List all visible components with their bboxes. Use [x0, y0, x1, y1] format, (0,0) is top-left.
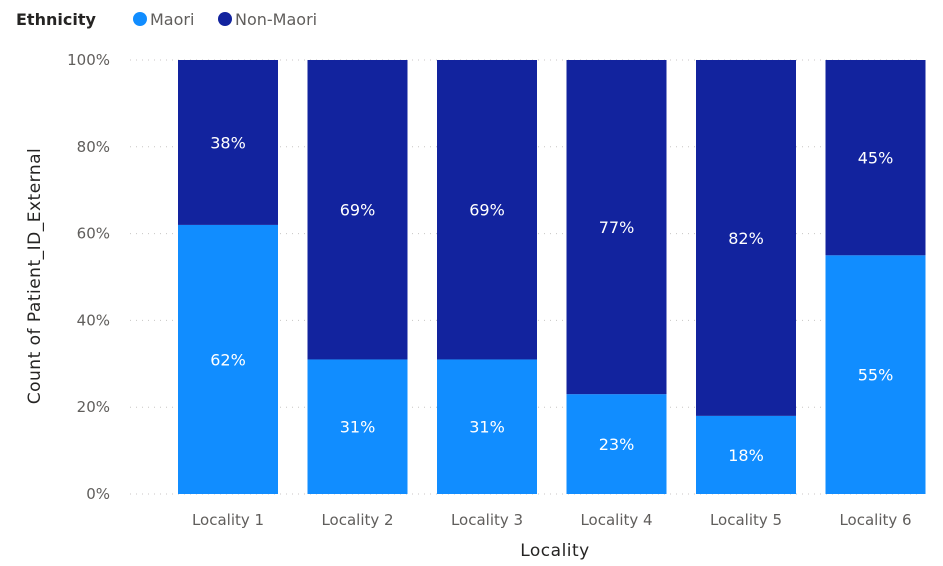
- bar-maori[interactable]: [566, 394, 667, 494]
- bar-non-maori[interactable]: [825, 60, 926, 256]
- data-label: 18%: [728, 446, 764, 465]
- bar-non-maori[interactable]: [696, 60, 796, 416]
- bar-maori[interactable]: [696, 415, 796, 494]
- data-label: 31%: [469, 418, 505, 437]
- bar-maori[interactable]: [307, 359, 408, 494]
- bar-non-maori[interactable]: [437, 60, 537, 360]
- data-label: 69%: [340, 201, 376, 220]
- data-label: 23%: [599, 435, 635, 454]
- x-tick-label: Locality 6: [839, 511, 911, 529]
- bars: [178, 60, 926, 495]
- y-axis-ticks: 0% 20% 40% 60% 80% 100%: [67, 51, 110, 503]
- y-tick-label: 100%: [67, 51, 110, 69]
- data-labels: 62% 38% 31% 69% 31% 69% 23% 77% 18% 82% 55% 45%: [210, 133, 893, 464]
- bar-maori[interactable]: [825, 255, 926, 494]
- y-axis-title: Count of Patient_ID_External: [25, 148, 45, 405]
- legend-label-maori[interactable]: Maori: [150, 10, 194, 29]
- y-tick-label: 60%: [77, 225, 110, 243]
- data-label: 82%: [728, 229, 764, 248]
- y-tick-label: 0%: [86, 485, 110, 503]
- data-label: 31%: [340, 418, 376, 437]
- bar-maori[interactable]: [178, 224, 278, 495]
- legend-label-non-maori[interactable]: Non-Maori: [235, 10, 317, 29]
- legend-title: Ethnicity: [16, 10, 96, 29]
- y-tick-label: 20%: [77, 398, 110, 416]
- y-tick-label: 40%: [77, 311, 110, 329]
- x-axis-ticks: Locality 1 Locality 2 Locality 3 Locality 4…: [192, 511, 912, 529]
- x-tick-label: Locality 1: [192, 511, 264, 529]
- x-tick-label: Locality 3: [451, 511, 523, 529]
- x-tick-label: Locality 2: [321, 511, 393, 529]
- data-label: 77%: [599, 218, 635, 237]
- bar-maori[interactable]: [437, 359, 537, 494]
- bar-non-maori[interactable]: [307, 60, 408, 360]
- data-label: 69%: [469, 201, 505, 220]
- x-tick-label: Locality 4: [580, 511, 652, 529]
- legend-swatch-maori[interactable]: [133, 12, 147, 26]
- bar-non-maori[interactable]: [566, 60, 667, 395]
- x-tick-label: Locality 5: [710, 511, 782, 529]
- legend-swatch-non-maori[interactable]: [218, 12, 232, 26]
- data-label: 38%: [210, 133, 246, 152]
- x-axis-title: Locality: [520, 541, 590, 561]
- y-tick-label: 80%: [77, 138, 110, 156]
- bar-non-maori[interactable]: [178, 60, 278, 225]
- data-label: 55%: [858, 366, 894, 385]
- legend: Ethnicity Maori Non-Maori: [16, 10, 317, 29]
- data-label: 45%: [858, 149, 894, 168]
- data-label: 62%: [210, 350, 246, 369]
